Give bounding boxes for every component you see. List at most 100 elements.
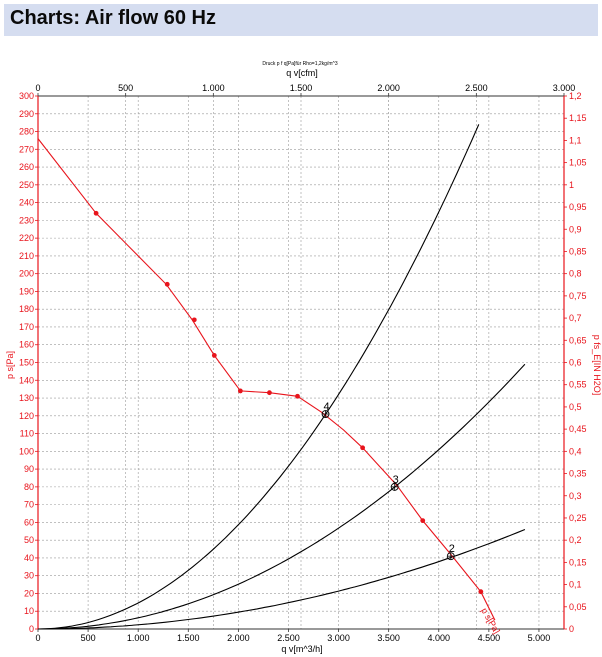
bottom-axis-tick-label: 2.500 [277,633,300,643]
bottom-axis-tick-label: 1.500 [177,633,200,643]
left-axis-tick-label: 40 [24,553,34,563]
chart-subtitle: Druck p f q[Pa]für Rho=1,2kg/m^3 [262,61,338,67]
right-axis-tick-label: 0,1 [569,580,582,590]
operating-point-2 [446,552,455,561]
left-axis-tick-label: 230 [19,215,34,225]
left-axis-tick-label: 160 [19,340,34,350]
system-curve-3 [37,363,526,630]
right-axis-tick-label: 0,55 [569,380,587,390]
fan-curve-marker [295,393,300,399]
bottom-axis-tick-label: 1.000 [127,633,150,643]
bottom-axis-label: q v[m^3/h] [281,644,322,654]
left-axis-tick-label: 290 [19,109,34,119]
left-axis-tick-label: 90 [24,464,34,474]
header-bar: Charts: Air flow 60 Hz [4,4,598,36]
fan-curve-marker [237,388,243,394]
fan-curve-marker [191,317,197,323]
operating-point-label: 3 [393,474,399,486]
bottom-axis-tick-label: 4.500 [478,633,501,643]
fan-curve-marker [360,445,366,451]
top-axis-tick-label: 0 [35,83,40,93]
right-axis-tick-label: 0,65 [569,335,587,345]
right-axis-tick-label: 0,8 [569,269,582,279]
right-axis-tick-label: 0 [569,624,574,634]
bottom-axis-tick-label: 3.500 [377,633,400,643]
bottom-axis-tick-label: 0 [35,633,40,643]
fan-curve-marker [420,518,426,524]
left-axis-tick-label: 80 [24,482,34,492]
right-axis-tick-label: 0,3 [569,491,582,501]
left-axis-tick-label: 30 [24,571,34,581]
right-axis-tick-label: 0,15 [569,557,587,567]
fan-curve-label: p s[Pa] [479,606,502,635]
operating-point-label: 2 [449,543,455,555]
left-axis-tick-label: 50 [24,535,34,545]
left-axis-tick-label: 120 [19,411,34,421]
top-axis-tick-label: 1.500 [290,83,313,93]
right-axis-tick-label: 0,75 [569,291,587,301]
left-axis-tick-label: 200 [19,269,34,279]
left-axis-tick-label: 280 [19,127,34,137]
left-axis-tick-label: 190 [19,286,34,296]
right-axis-tick-label: 0,45 [569,424,587,434]
bottom-axis-tick-label: 4.000 [427,633,450,643]
top-axis-tick-label: 3.000 [553,83,576,93]
right-axis-tick-label: 0,6 [569,358,582,368]
left-axis-tick-label: 20 [24,588,34,598]
left-axis-tick-label: 0 [29,624,34,634]
left-axis-tick-label: 110 [20,429,34,439]
fan-curve-line [37,138,496,621]
bottom-axis-tick-label: 500 [81,633,96,643]
right-axis-tick-label: 0,5 [569,402,582,412]
left-axis-tick-label: 70 [24,500,34,510]
right-axis-tick-label: 1 [569,180,574,190]
left-axis-tick-label: 170 [19,322,34,332]
fan-curve-marker [211,352,217,358]
right-axis-tick-label: 0,2 [569,535,582,545]
right-axis-tick-label: 1,2 [569,91,582,101]
fan-curve-marker [164,281,170,287]
right-axis-tick-label: 0,7 [569,313,582,323]
system-curve-4 [37,124,480,630]
top-axis-tick-label: 1.000 [202,83,225,93]
right-axis-tick-label: 0,4 [569,446,582,456]
operating-point-4 [321,410,330,418]
left-axis-tick-label: 250 [19,180,34,190]
operating-point-3 [390,482,399,491]
page-title: Charts: Air flow 60 Hz [10,7,216,29]
right-axis-tick-label: 0,9 [569,224,582,234]
fan-curve-marker [478,589,484,595]
right-axis-tick-label: 0,95 [569,202,587,212]
left-axis-tick-label: 240 [19,198,34,208]
left-axis-tick-label: 270 [19,144,34,154]
right-axis-tick-label: 0,25 [569,513,587,523]
left-axis-tick-label: 10 [24,606,34,616]
left-axis-tick-label: 140 [19,375,34,385]
left-axis-tick-label: 60 [24,517,34,527]
left-axis-tick-label: 210 [19,251,34,261]
left-axis-tick-label: 180 [19,304,34,314]
system-curve-2 [37,528,526,630]
top-axis-tick-label: 2.500 [465,83,488,93]
bottom-axis-tick-label: 2.000 [227,633,250,643]
right-axis-tick-label: 0,85 [569,246,587,256]
right-axis-tick-label: 1,15 [569,113,587,123]
right-axis-tick-label: 1,1 [569,135,582,145]
bottom-axis-tick-label: 3.000 [327,633,350,643]
left-axis-tick-label: 150 [19,358,34,368]
bottom-axis-tick-label: 5.000 [528,633,551,643]
left-axis-tick-label: 220 [19,233,34,243]
left-axis-label: p s[Pa] [5,351,15,379]
fan-curve-marker [267,390,272,396]
top-axis-tick-label: 2.000 [377,83,400,93]
right-axis-tick-label: 1,05 [569,158,587,168]
right-axis-tick-label: 0,35 [569,469,587,479]
right-axis-tick-label: 0,05 [569,602,587,612]
operating-point-label: 4 [323,401,329,413]
top-axis-label: q v[cfm] [286,68,318,78]
right-axis-label: p fs_E[IN H2O] [592,335,602,396]
left-axis-tick-label: 260 [19,162,34,172]
fan-curve-marker [93,210,99,216]
left-axis-tick-label: 300 [19,91,34,101]
